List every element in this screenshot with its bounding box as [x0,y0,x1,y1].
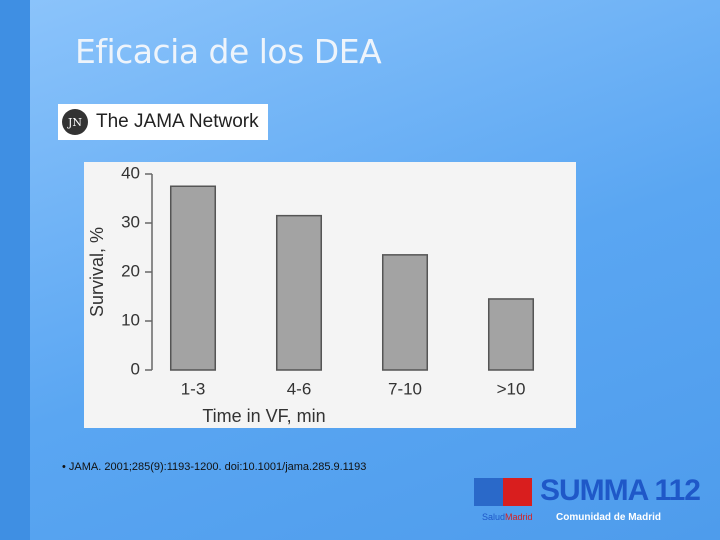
y-tick-label: 20 [121,261,140,280]
bar [487,298,535,371]
chart-background [84,162,576,428]
jama-logo: JN The JAMA Network [58,104,268,140]
chart: Time in VF, min Survival, % 0 10 20 30 40 1-3… [84,162,576,428]
x-tick-label: 4-6 [287,379,312,398]
madrid-logo [474,478,532,506]
y-tick-label: 0 [131,359,140,378]
madrid: Madrid [505,512,533,522]
bar [275,214,323,371]
x-tick-label: 7-10 [388,379,422,398]
citation: • JAMA. 2001;285(9):1193-1200. doi:10.10… [62,461,367,473]
x-tick-label: 1-3 [181,379,206,398]
y-tick-label: 30 [121,212,140,231]
bar [169,185,217,371]
x-axis-label: Time in VF, min [202,406,325,426]
logo-text: The JAMA Network [96,111,259,132]
bar [381,254,429,371]
logo-mark: JN [62,109,88,135]
slide-title: Eficacia de los DEA [75,32,382,71]
y-tick-label: 10 [121,310,140,329]
x-tick-label: >10 [497,379,526,398]
comunidad: Comunidad de Madrid [556,512,661,523]
side-strip [0,0,30,540]
y-axis-label: Survival, % [87,227,107,317]
salud-madrid: SaludMadrid [482,512,533,522]
brand: SUMMA 112 [540,474,701,507]
y-tick-label: 40 [121,163,140,182]
salud: Salud [482,512,506,522]
